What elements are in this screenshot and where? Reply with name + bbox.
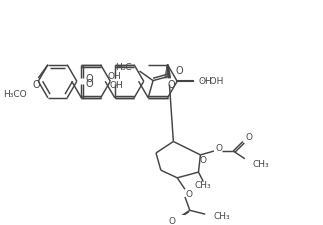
Text: H₃C: H₃C [115, 63, 132, 72]
Text: O: O [168, 80, 175, 90]
Text: O: O [245, 133, 252, 142]
Text: O: O [169, 217, 176, 225]
Text: O: O [185, 190, 192, 199]
Text: CH₃: CH₃ [253, 160, 269, 169]
Text: CH₃: CH₃ [214, 212, 231, 220]
Text: CH₃: CH₃ [195, 181, 212, 190]
Text: O: O [85, 79, 93, 89]
Text: OH: OH [198, 77, 212, 86]
Text: O: O [85, 74, 93, 84]
Text: H₃CO: H₃CO [3, 90, 27, 99]
Text: OH: OH [110, 81, 124, 90]
Text: OH: OH [108, 72, 122, 81]
Text: O: O [33, 80, 40, 90]
Text: O: O [200, 156, 207, 165]
Text: O: O [215, 144, 222, 153]
Text: ···OH: ···OH [201, 77, 224, 86]
Text: O: O [175, 66, 183, 76]
